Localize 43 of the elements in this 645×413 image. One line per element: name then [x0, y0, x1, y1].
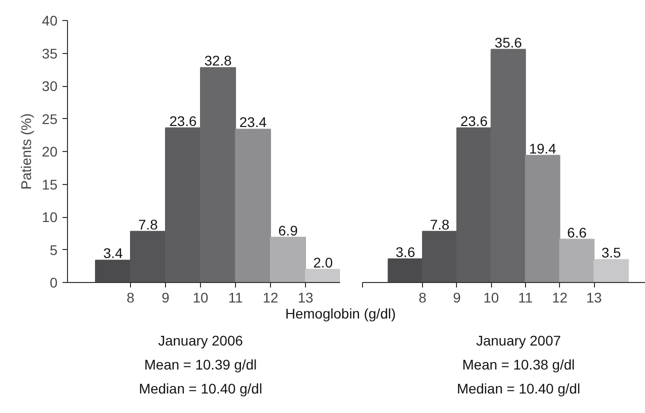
y-tick-label: 30 [42, 78, 58, 94]
y-tick-label: 15 [42, 176, 58, 192]
data-label: 6.6 [567, 224, 587, 240]
text: January 2006 [158, 332, 244, 348]
data-label: 7.8 [138, 216, 158, 232]
text: Median = 10.40 g/dl [456, 380, 580, 396]
x-tick-label: 12 [552, 290, 568, 306]
y-tick-label: 40 [42, 12, 58, 28]
data-label: 3.4 [103, 245, 123, 262]
text: Mean = 10.38 g/dl [462, 356, 575, 372]
x-tick-label: 11 [518, 290, 533, 306]
x-tick-label: 8 [126, 290, 135, 306]
y-tick-label: 0 [50, 274, 58, 290]
text: Median = 10.40 g/dl [138, 380, 262, 396]
x-tick-label: 10 [483, 290, 500, 306]
y-tick-label: 25 [42, 110, 58, 127]
data-label: 23.6 [460, 112, 488, 129]
data-label: 32.8 [204, 52, 232, 69]
y-tick-label: 10 [42, 209, 58, 225]
x-tick-label: 13 [586, 290, 602, 306]
data-label: 2.0 [313, 254, 333, 270]
data-label: 19.4 [528, 140, 556, 156]
x-axis-title: Hemoglobin (g/dl) [285, 306, 396, 322]
data-label: 6.9 [278, 222, 298, 238]
y-axis-title: Patients (%) [18, 113, 34, 190]
data-label: 7.8 [430, 216, 450, 232]
x-tick-label: 9 [162, 290, 170, 306]
text: Mean = 10.39 g/dl [144, 356, 257, 372]
y-tick-label: 20 [42, 144, 58, 160]
data-label: 23.4 [239, 114, 267, 130]
text: January 2007 [476, 332, 562, 348]
x-tick-label: 12 [262, 290, 278, 306]
x-tick-label: 9 [452, 290, 461, 306]
y-tick-label: 35 [42, 45, 58, 62]
x-tick-label: 10 [192, 290, 208, 306]
x-tick-label: 13 [298, 290, 314, 306]
x-tick-label: 11 [228, 290, 243, 306]
x-tick-label: 8 [418, 290, 427, 306]
data-label: 3.6 [396, 244, 416, 260]
y-tick-label: 5 [50, 242, 58, 258]
data-label: 3.5 [601, 244, 622, 261]
data-label: 35.6 [494, 34, 522, 50]
data-label: 23.6 [169, 112, 197, 129]
